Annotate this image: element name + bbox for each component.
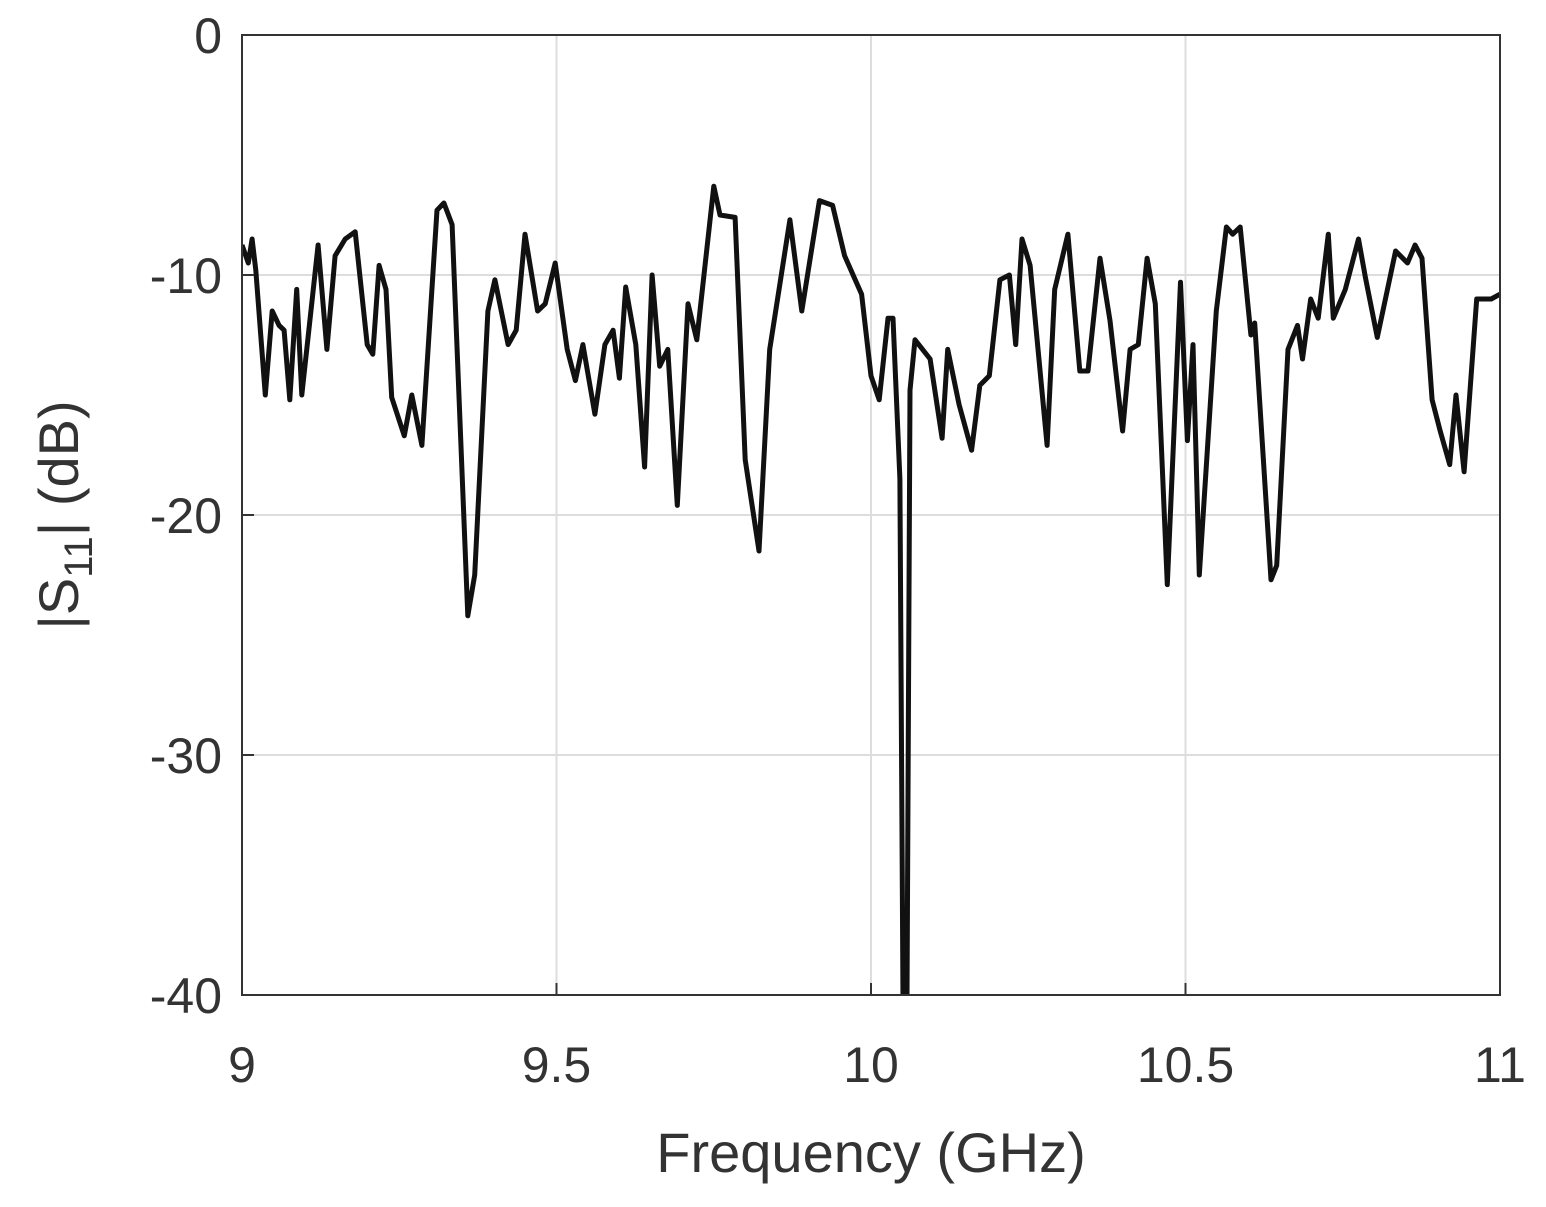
x-tick-label: 11 xyxy=(1474,1037,1526,1093)
x-tick-label: 10.5 xyxy=(1137,1037,1234,1093)
x-tick-label: 9.5 xyxy=(522,1037,592,1093)
y-tick-label: -10 xyxy=(150,248,222,304)
y-tick-label: 0 xyxy=(194,8,222,64)
x-tick-label: 10 xyxy=(843,1037,899,1093)
y-label-subscript: 11 xyxy=(57,536,101,578)
x-tick-label: 9 xyxy=(228,1037,256,1093)
y-tick-label: -20 xyxy=(150,488,222,544)
x-axis-label: Frequency (GHz) xyxy=(656,1121,1085,1184)
data-line xyxy=(242,183,1500,995)
plot-area xyxy=(242,183,1500,995)
ticks: 9 9.5 10 10.5 11 0 -10 -20 -30 -40 xyxy=(150,8,1526,1093)
y-axis-label: |S11| (dB) xyxy=(27,400,101,629)
y-tick-label: -40 xyxy=(150,968,222,1024)
y-label-part: |S xyxy=(27,578,90,630)
grid xyxy=(241,34,1501,996)
y-label-part: | (dB) xyxy=(27,400,90,536)
y-tick-label: -30 xyxy=(150,728,222,784)
